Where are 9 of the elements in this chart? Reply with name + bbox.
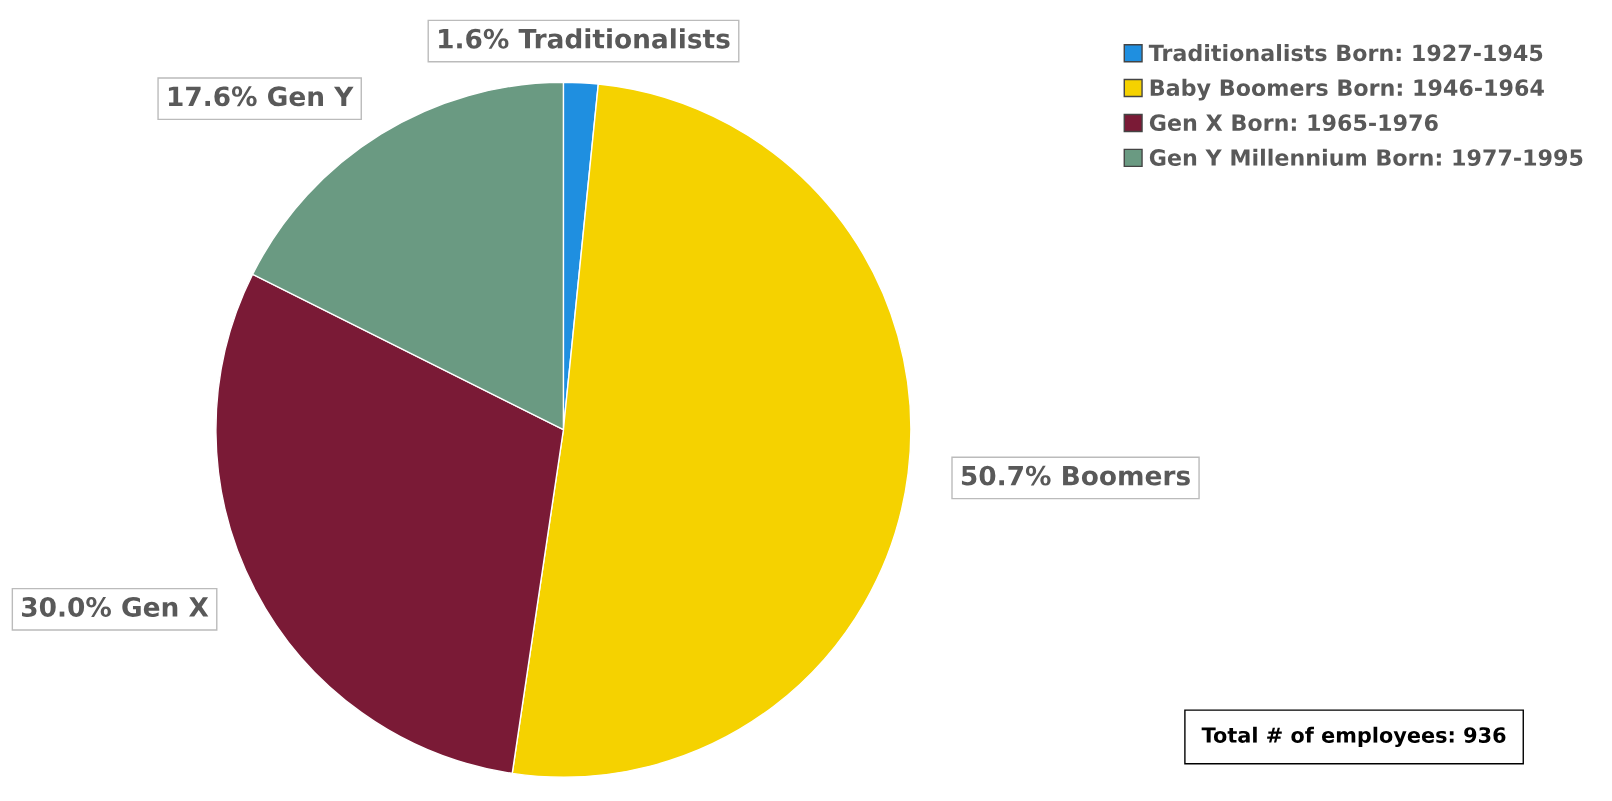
- data-label: 17.6% Gen Y: [168, 86, 354, 107]
- legend-label: Gen X Born: 1965-1976: [1149, 114, 1438, 132]
- legend-label: Baby Boomers Born: 1946-1964: [1150, 78, 1544, 101]
- legend-label: Traditionalists Born: 1927-1945: [1148, 44, 1543, 62]
- data-label: 50.7% Boomers: [961, 465, 1190, 486]
- data-label: 1.6% Traditionalists: [439, 28, 730, 49]
- data-label: 30.0% Gen X: [22, 597, 209, 617]
- legend-label: Gen Y Millennium Born: 1977-1995: [1149, 148, 1583, 166]
- text: Total # of employees: 936: [1201, 726, 1506, 748]
